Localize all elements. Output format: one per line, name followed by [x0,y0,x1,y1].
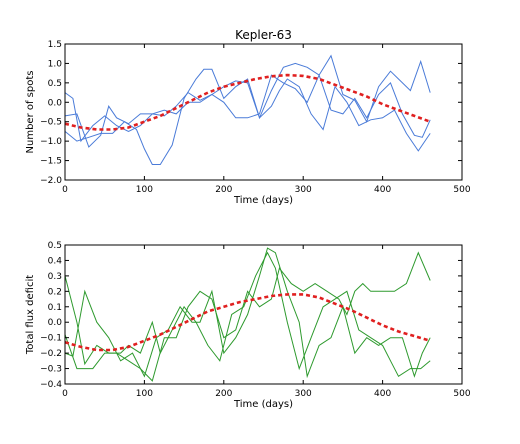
chart-2-series-1 [64,251,431,378]
chart-1-ylabel: Number of spots [25,71,36,154]
chart-2-series-2 [64,247,431,379]
chart-2-ytick-label: −0.4 [40,380,62,390]
chart-1-series-1 [64,73,431,143]
chart-2-xtick-label: 100 [136,389,153,399]
chart-1-ytick-label: 0.0 [48,98,63,108]
chart-1-ytick-label: −1.5 [40,157,62,167]
chart-2-series-3 [64,251,431,382]
chart-2-ytick-label: 0.1 [48,303,62,313]
chart-2-ytick-label: −0.3 [40,365,62,375]
chart-2-ytick-label: 0.5 [48,241,62,251]
chart-1-xtick-label: 400 [374,185,391,195]
chart-2-ytick-label: 0.4 [48,256,63,266]
chart-2-series-4-fit [64,293,431,352]
chart-2-ytick-label: 0.0 [48,318,63,328]
chart-2-xtick-label: 500 [453,389,470,399]
chart-1-ytick-label: 1.5 [48,40,62,50]
chart-2-xtick-label: 400 [374,389,391,399]
chart-2-ytick-label: −0.1 [40,334,62,344]
chart-1-xtick-label: 300 [295,185,312,195]
chart-2-xtick-label: 200 [215,389,232,399]
chart-1-title: Kepler-63 [235,28,292,42]
chart-1-series-3 [64,54,431,148]
chart-1-xtick-label: 200 [215,185,232,195]
chart-2-ylabel: Total flux deficit [25,275,36,355]
chart-2-ytick-label: 0.3 [48,272,62,282]
chart-1-xtick-label: 500 [453,185,470,195]
chart-1-ytick-label: 1.0 [48,59,63,69]
chart-1-ytick-label: −2.0 [40,176,62,186]
chart-2-xlabel: Time (days) [233,399,293,410]
chart-1-ytick-label: 0.5 [48,79,62,89]
chart-1-xtick-label: 0 [62,185,68,195]
chart-1-ytick-label: −0.5 [40,118,62,128]
chart-2-ytick-label: 0.2 [48,287,62,297]
chart-2-xtick-label: 0 [62,389,68,399]
chart-1-series-4-fit [64,73,431,131]
chart-1-xlabel: Time (days) [233,195,293,206]
chart-2-ytick-label: −0.2 [40,349,62,359]
chart-1-xtick-label: 100 [136,185,153,195]
chart-2-xtick-label: 300 [295,389,312,399]
chart-1-ytick-label: −1.0 [40,137,62,147]
chart-2-plot-frame [64,244,463,385]
chart-1-plot-frame [64,43,463,181]
